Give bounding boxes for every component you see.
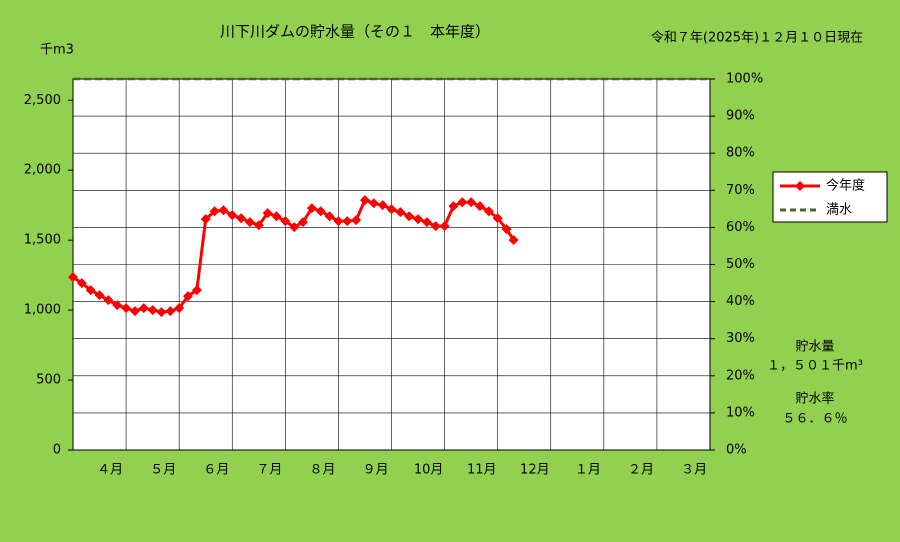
x-tick-label: 11月	[467, 463, 497, 478]
y2-tick-label: 80%	[726, 146, 755, 161]
data-point	[413, 214, 424, 225]
x-tick-label: ２月	[628, 463, 654, 478]
x-tick-label: １月	[575, 463, 601, 478]
data-point	[421, 217, 432, 228]
data-point	[306, 203, 317, 214]
x-tick-label: ５月	[150, 463, 176, 478]
y2-tick-label: 60%	[726, 220, 755, 235]
data-point	[368, 198, 379, 209]
data-point	[439, 221, 450, 232]
x-tick-label: ３月	[681, 463, 707, 478]
data-point	[183, 291, 194, 302]
legend-box	[772, 171, 888, 223]
x-tick-label: ９月	[363, 463, 389, 478]
data-point	[129, 306, 140, 317]
data-point	[227, 210, 238, 221]
data-point	[156, 307, 167, 318]
data-point	[377, 200, 388, 211]
data-point	[191, 285, 202, 296]
y-unit: 千m3	[40, 43, 74, 58]
data-point	[359, 195, 370, 206]
annotation: ５６．６％	[782, 412, 847, 427]
data-point	[85, 285, 96, 296]
data-point	[174, 303, 185, 314]
data-point	[324, 211, 335, 222]
data-point	[112, 300, 123, 311]
data-point	[289, 222, 300, 233]
data-point	[386, 204, 397, 215]
data-point	[457, 197, 468, 208]
data-point	[244, 217, 255, 228]
data-point	[209, 206, 220, 217]
annotation: １，５０１千m³	[767, 359, 863, 374]
data-point	[342, 216, 353, 227]
y2-tick-label: 20%	[726, 368, 755, 383]
data-point	[395, 207, 406, 218]
y2-tick-label: 90%	[726, 109, 755, 124]
x-tick-label: ６月	[203, 463, 229, 478]
data-point	[200, 214, 211, 225]
data-point	[501, 224, 512, 235]
y2-tick-label: 10%	[726, 405, 755, 420]
data-point	[474, 201, 485, 212]
legend-label: 今年度	[826, 178, 865, 194]
data-point	[448, 201, 459, 212]
data-point	[68, 272, 78, 283]
annotation: 貯水率	[795, 391, 834, 407]
y-tick-label: 0	[53, 443, 61, 458]
data-point	[218, 205, 229, 216]
data-point	[147, 305, 158, 316]
data-point	[103, 295, 114, 306]
data-point	[236, 213, 247, 224]
data-point	[280, 216, 291, 227]
x-tick-label: 10月	[414, 463, 444, 478]
y2-tick-label: 0%	[726, 443, 747, 458]
data-point	[315, 206, 326, 217]
annotation: 貯水量	[795, 340, 834, 355]
data-point	[333, 216, 344, 227]
data-point	[492, 213, 503, 224]
date-note: 令和７年(2025年)１２月１０日現在	[651, 31, 863, 46]
y-tick-label: 500	[36, 373, 61, 388]
data-point	[271, 211, 282, 222]
data-point	[121, 303, 132, 314]
y2-tick-label: 100%	[726, 72, 763, 87]
chart-title: 川下川ダムの貯水量（その１ 本年度）	[220, 23, 490, 41]
x-tick-label: ７月	[256, 463, 282, 478]
y2-tick-label: 50%	[726, 257, 755, 272]
legend-label: 満水	[826, 203, 852, 218]
y-tick-label: 2,500	[24, 93, 61, 108]
data-point	[76, 278, 87, 289]
x-tick-label: 12月	[520, 463, 550, 478]
y-tick-label: 1,000	[24, 303, 61, 318]
x-tick-label: ４月	[97, 463, 123, 478]
data-point	[298, 217, 309, 228]
data-point	[466, 197, 477, 208]
legend-marker	[795, 181, 805, 191]
data-point	[94, 290, 105, 301]
data-point	[483, 206, 494, 217]
y2-tick-label: 40%	[726, 294, 755, 309]
y-tick-label: 1,500	[24, 233, 61, 248]
y2-tick-label: 30%	[726, 331, 755, 346]
y2-tick-label: 70%	[726, 183, 755, 198]
data-point	[404, 211, 415, 222]
data-point	[253, 220, 264, 231]
y-tick-label: 2,000	[24, 163, 61, 178]
data-point	[138, 303, 149, 314]
data-point	[262, 208, 273, 219]
data-point	[351, 215, 362, 226]
data-point	[508, 235, 519, 246]
data-point	[430, 221, 441, 232]
data-point	[165, 306, 176, 317]
x-tick-label: ８月	[309, 463, 335, 478]
